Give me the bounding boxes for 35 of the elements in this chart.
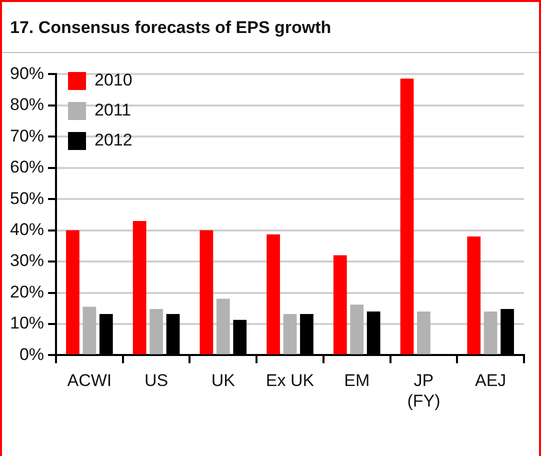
- y-tick-label: 70%: [10, 126, 44, 146]
- x-tick-label: Ex UK: [266, 371, 315, 390]
- chart-title: 17. Consensus forecasts of EPS growth: [10, 18, 332, 38]
- bar: [82, 306, 96, 354]
- bar: [400, 78, 414, 354]
- x-tick-label: EM: [344, 371, 370, 390]
- y-tick-label: 20%: [10, 282, 44, 302]
- x-tick-label: AEJ: [474, 371, 506, 390]
- legend-label: 2012: [94, 130, 132, 150]
- x-tick-label: US: [144, 371, 168, 390]
- y-tick-label: 40%: [10, 220, 44, 239]
- y-tick-label: 10%: [10, 314, 44, 333]
- bar: [467, 236, 481, 354]
- bar: [283, 314, 297, 354]
- y-tick-label: 30%: [10, 251, 44, 270]
- legend-label: 2011: [94, 100, 132, 120]
- y-tick-label: 0%: [19, 344, 44, 364]
- bar: [333, 255, 347, 354]
- y-tick-label: 90%: [10, 64, 44, 83]
- bar: [350, 304, 364, 354]
- x-tick-label: ACWI: [67, 371, 112, 390]
- bar: [200, 230, 214, 354]
- x-tick-label: UK: [211, 371, 236, 390]
- bar: [484, 311, 498, 354]
- x-tick-label: JP (FY): [407, 371, 440, 410]
- bar: [66, 230, 80, 354]
- bar: [150, 308, 163, 354]
- legend-label: 2010: [94, 70, 132, 90]
- bar: [417, 311, 430, 354]
- y-tick-label: 50%: [10, 188, 44, 208]
- bar: [266, 234, 280, 354]
- y-tick-label: 60%: [10, 158, 44, 177]
- bar: [216, 298, 230, 354]
- y-tick-label: 80%: [10, 95, 44, 114]
- bar: [132, 220, 146, 354]
